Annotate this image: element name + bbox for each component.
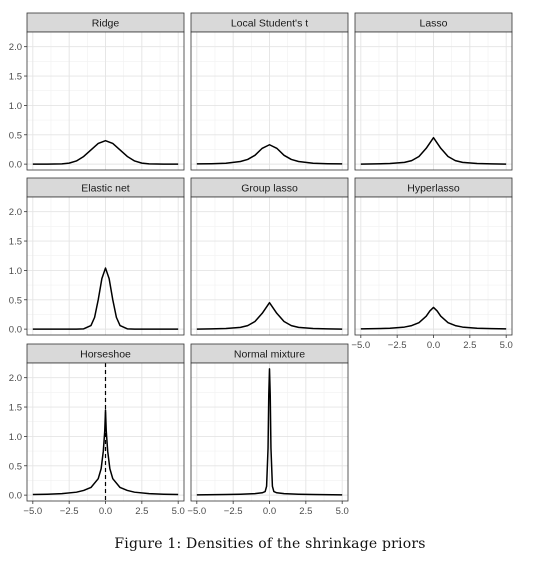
panel-normal-mixture: Normal mixture −5.0 −2.5 0.0 2.5 5.0 xyxy=(187,343,349,517)
panel-border xyxy=(26,196,185,336)
panel-title: Elastic net xyxy=(81,183,130,195)
x-tick-label: 0.0 xyxy=(263,506,276,517)
x-tick-label: −5.0 xyxy=(351,340,370,351)
x-tick-label: 5.0 xyxy=(172,506,185,517)
x-tick-label: −2.5 xyxy=(388,340,407,351)
y-tick-label: 1.5 xyxy=(9,403,22,414)
x-tick-label: 0.0 xyxy=(427,340,440,351)
x-tick-label: 2.5 xyxy=(299,506,312,517)
y-tick-label: 0.0 xyxy=(9,160,22,171)
y-tick-label: 1.0 xyxy=(9,432,22,443)
x-tick-label: −5.0 xyxy=(187,506,206,517)
density-line xyxy=(360,136,507,165)
y-tick-label: 1.0 xyxy=(9,101,22,112)
y-tick-label: 1.5 xyxy=(9,72,22,83)
panel-title: Lasso xyxy=(419,18,447,30)
panel-border xyxy=(190,31,349,171)
x-tick-label: 5.0 xyxy=(500,340,513,351)
facet-panels: Ridge 0.0 0.5 1.0 1.5 2.0 Local Student's t Las… xyxy=(9,12,513,517)
x-tick-label: 0.0 xyxy=(99,506,112,517)
panel-title: Group lasso xyxy=(241,183,298,195)
density-line xyxy=(360,306,507,330)
density-line xyxy=(32,267,179,330)
density-line xyxy=(196,368,343,496)
panel-title: Hyperlasso xyxy=(407,183,460,195)
x-tick-label: 2.5 xyxy=(135,506,148,517)
panel-title: Normal mixture xyxy=(234,349,305,361)
x-tick-label: −5.0 xyxy=(23,506,42,517)
x-tick-label: 5.0 xyxy=(336,506,349,517)
panel-title: Ridge xyxy=(92,18,120,30)
y-tick-label: 0.5 xyxy=(9,461,22,472)
panel-lasso: Lasso xyxy=(354,12,513,171)
density-line xyxy=(196,144,343,165)
y-tick-label: 1.5 xyxy=(9,237,22,248)
density-line xyxy=(196,301,343,330)
density-line xyxy=(32,139,179,165)
y-tick-label: 2.0 xyxy=(9,42,22,53)
x-tick-label: −2.5 xyxy=(60,506,79,517)
x-tick-label: 2.5 xyxy=(463,340,476,351)
panel-border xyxy=(354,31,513,171)
x-tick-label: −2.5 xyxy=(224,506,243,517)
y-tick-label: 0.0 xyxy=(9,325,22,336)
panel-elastic-net: Elastic net 0.0 0.5 1.0 1.5 2.0 xyxy=(9,177,185,336)
density-line xyxy=(32,409,179,496)
y-tick-label: 2.0 xyxy=(9,207,22,218)
y-tick-label: 0.5 xyxy=(9,130,22,141)
panel-title: Horseshoe xyxy=(80,349,131,361)
panel-local-student-s-t: Local Student's t xyxy=(190,12,349,171)
panel-group-lasso: Group lasso xyxy=(190,177,349,336)
panel-border xyxy=(26,31,185,171)
y-tick-label: 0.0 xyxy=(9,491,22,502)
figure-caption: Figure 1: Densities of the shrinkage pri… xyxy=(114,536,426,552)
panel-title: Local Student's t xyxy=(231,18,308,30)
panel-ridge: Ridge 0.0 0.5 1.0 1.5 2.0 xyxy=(9,12,185,171)
panel-border xyxy=(190,196,349,336)
y-tick-label: 2.0 xyxy=(9,373,22,384)
panel-horseshoe: Horseshoe 0.0 0.5 1.0 1.5 2.0 −5.0 −2.5 0.0 2.5 5.… xyxy=(9,343,185,517)
y-tick-label: 0.5 xyxy=(9,295,22,306)
panel-hyperlasso: Hyperlasso −5.0 −2.5 0.0 2.5 5.0 xyxy=(351,177,513,351)
y-tick-label: 1.0 xyxy=(9,266,22,277)
